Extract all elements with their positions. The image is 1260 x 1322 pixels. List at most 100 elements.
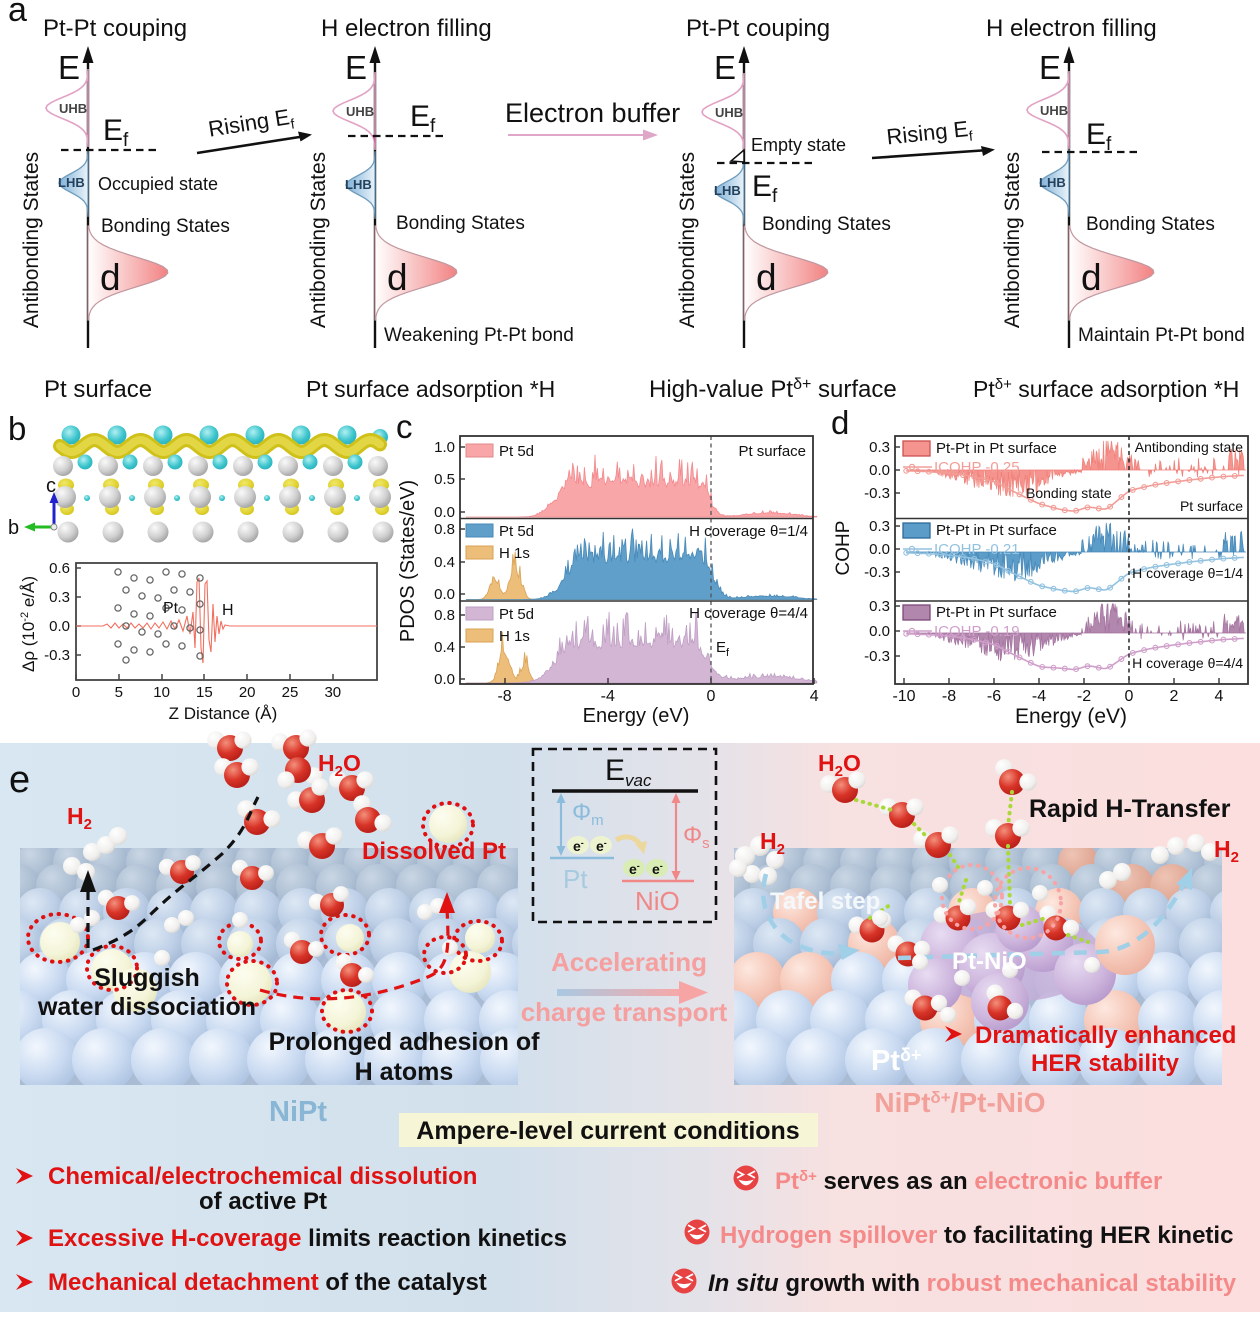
svg-text:UHB: UHB xyxy=(346,104,374,119)
svg-text:Ef: Ef xyxy=(1086,118,1112,155)
svg-text:ICOHP -0.19: ICOHP -0.19 xyxy=(934,623,1020,640)
svg-text:15: 15 xyxy=(196,684,213,701)
svg-text:ICOHP -0.21: ICOHP -0.21 xyxy=(934,541,1020,558)
svg-text:Pt surface: Pt surface xyxy=(44,376,152,403)
svg-text:Ptδ+ surface adsorption *H: Ptδ+ surface adsorption *H xyxy=(973,376,1239,402)
svg-text:H 1s: H 1s xyxy=(499,628,530,645)
svg-text:E: E xyxy=(345,49,367,86)
svg-text:Bonding States: Bonding States xyxy=(101,216,230,237)
svg-text:LHB: LHB xyxy=(345,177,372,192)
svg-text:Rising Ef: Rising Ef xyxy=(885,116,973,153)
svg-text:-2: -2 xyxy=(1077,688,1091,705)
svg-text:d: d xyxy=(756,257,777,298)
svg-text:d: d xyxy=(100,257,121,298)
svg-text:10: 10 xyxy=(153,684,170,701)
svg-text:Antibonding state: Antibonding state xyxy=(1135,439,1243,455)
svg-text:e: e xyxy=(9,759,30,801)
svg-text:E: E xyxy=(1039,49,1061,86)
svg-text:Pt: Pt xyxy=(163,600,179,617)
svg-text:Dramatically enhanced: Dramatically enhanced xyxy=(975,1022,1236,1049)
svg-text:In situ growth with robust mec: In situ growth with robust mechanical st… xyxy=(708,1270,1237,1297)
svg-text:E: E xyxy=(714,49,736,86)
svg-text:Pt surface adsorption *H: Pt surface adsorption *H xyxy=(306,376,555,402)
svg-text:NiPt: NiPt xyxy=(269,1096,327,1128)
svg-text:25: 25 xyxy=(282,684,299,701)
svg-text:-8: -8 xyxy=(497,688,511,705)
svg-text:0.8: 0.8 xyxy=(434,521,455,538)
svg-text:d: d xyxy=(1081,257,1102,298)
svg-text:0.0: 0.0 xyxy=(49,618,70,635)
svg-text:H2O: H2O xyxy=(818,750,861,780)
svg-text:NiO: NiO xyxy=(635,886,680,916)
svg-text:-6: -6 xyxy=(987,688,1001,705)
svg-text:e-: e- xyxy=(596,838,607,854)
svg-text:COHP: COHP xyxy=(833,521,854,576)
svg-text:a: a xyxy=(8,0,27,29)
svg-text:c: c xyxy=(396,408,413,445)
svg-text:Pt 5d: Pt 5d xyxy=(499,523,534,540)
svg-text:Sluggish: Sluggish xyxy=(94,964,200,992)
svg-text:Ptδ+ serves as an electronic b: Ptδ+ serves as an electronic buffer xyxy=(775,1168,1162,1195)
svg-text:0: 0 xyxy=(72,684,80,701)
svg-text:Antibonding States: Antibonding States xyxy=(20,152,43,328)
svg-text:Empty state: Empty state xyxy=(751,135,846,155)
svg-text:UHB: UHB xyxy=(59,101,87,116)
svg-text:2: 2 xyxy=(1170,688,1179,705)
svg-text:Pt-Pt in Pt surface: Pt-Pt in Pt surface xyxy=(936,522,1057,539)
svg-text:Pt-Pt couping: Pt-Pt couping xyxy=(686,15,830,42)
svg-text:0.3: 0.3 xyxy=(869,598,890,615)
svg-text:e-: e- xyxy=(573,838,584,854)
svg-text:0.0: 0.0 xyxy=(434,586,455,603)
svg-text:4: 4 xyxy=(1215,688,1224,705)
svg-text:LHB: LHB xyxy=(714,183,741,198)
svg-text:Weakening Pt-Pt bond: Weakening Pt-Pt bond xyxy=(384,325,574,346)
svg-text:0.5: 0.5 xyxy=(434,471,455,488)
svg-text:Pt 5d: Pt 5d xyxy=(499,443,534,460)
svg-text:Mechanical detachment of the c: Mechanical detachment of the catalyst xyxy=(48,1269,487,1296)
svg-text:0.0: 0.0 xyxy=(869,462,890,479)
svg-text:b: b xyxy=(8,517,19,539)
svg-text:0.0: 0.0 xyxy=(434,671,455,688)
svg-text:H coverage θ=1/4: H coverage θ=1/4 xyxy=(1132,565,1243,581)
svg-text:charge transport: charge transport xyxy=(521,997,728,1027)
svg-text:H 1s: H 1s xyxy=(499,545,530,562)
svg-text:Ef: Ef xyxy=(103,114,129,151)
svg-text:-0.3: -0.3 xyxy=(864,485,890,502)
svg-text:Antibonding States: Antibonding States xyxy=(1001,152,1024,328)
svg-text:Antibonding States: Antibonding States xyxy=(676,152,699,328)
svg-text:d: d xyxy=(387,257,408,298)
svg-text:Electron buffer: Electron buffer xyxy=(505,98,680,128)
svg-text:-0.3: -0.3 xyxy=(864,648,890,665)
svg-text:4: 4 xyxy=(810,688,819,705)
svg-text:1.0: 1.0 xyxy=(434,439,455,456)
svg-text:Accelerating: Accelerating xyxy=(551,947,707,977)
svg-text:HER stability: HER stability xyxy=(1031,1050,1180,1077)
svg-text:Ampere-level current condition: Ampere-level current conditions xyxy=(416,1117,799,1145)
svg-text:Pt-Pt in Pt surface: Pt-Pt in Pt surface xyxy=(936,604,1057,621)
svg-text:d: d xyxy=(831,404,849,441)
svg-text:H electron filling: H electron filling xyxy=(321,15,492,42)
svg-text:30: 30 xyxy=(324,684,341,701)
svg-text:0.0: 0.0 xyxy=(869,541,890,558)
svg-text:0.6: 0.6 xyxy=(49,560,70,577)
svg-text:0: 0 xyxy=(1125,688,1134,705)
svg-text:Pt surface: Pt surface xyxy=(1180,498,1243,514)
svg-text:Bonding States: Bonding States xyxy=(762,214,891,235)
svg-text:20: 20 xyxy=(239,684,256,701)
svg-text:E: E xyxy=(605,754,625,787)
svg-text:Pt: Pt xyxy=(563,864,588,894)
svg-text:NiPtδ+/Pt-NiO: NiPtδ+/Pt-NiO xyxy=(874,1087,1045,1118)
svg-text:Bonding state: Bonding state xyxy=(1026,485,1112,501)
svg-text:H: H xyxy=(222,602,234,619)
svg-text:UHB: UHB xyxy=(1040,103,1068,118)
svg-text:Pt-Pt couping: Pt-Pt couping xyxy=(43,15,187,42)
svg-text:0.3: 0.3 xyxy=(869,518,890,535)
svg-text:0.4: 0.4 xyxy=(434,554,455,571)
svg-text:b: b xyxy=(8,410,26,447)
svg-text:Hydrogen spillover to facilita: Hydrogen spillover to facilitating HER k… xyxy=(720,1222,1233,1249)
svg-text:LHB: LHB xyxy=(1039,175,1066,190)
svg-text:UHB: UHB xyxy=(715,105,743,120)
svg-text:Tafel step: Tafel step xyxy=(770,888,880,915)
svg-text:H coverage θ=4/4: H coverage θ=4/4 xyxy=(689,605,808,622)
svg-text:Prolonged adhesion of: Prolonged adhesion of xyxy=(269,1028,541,1056)
